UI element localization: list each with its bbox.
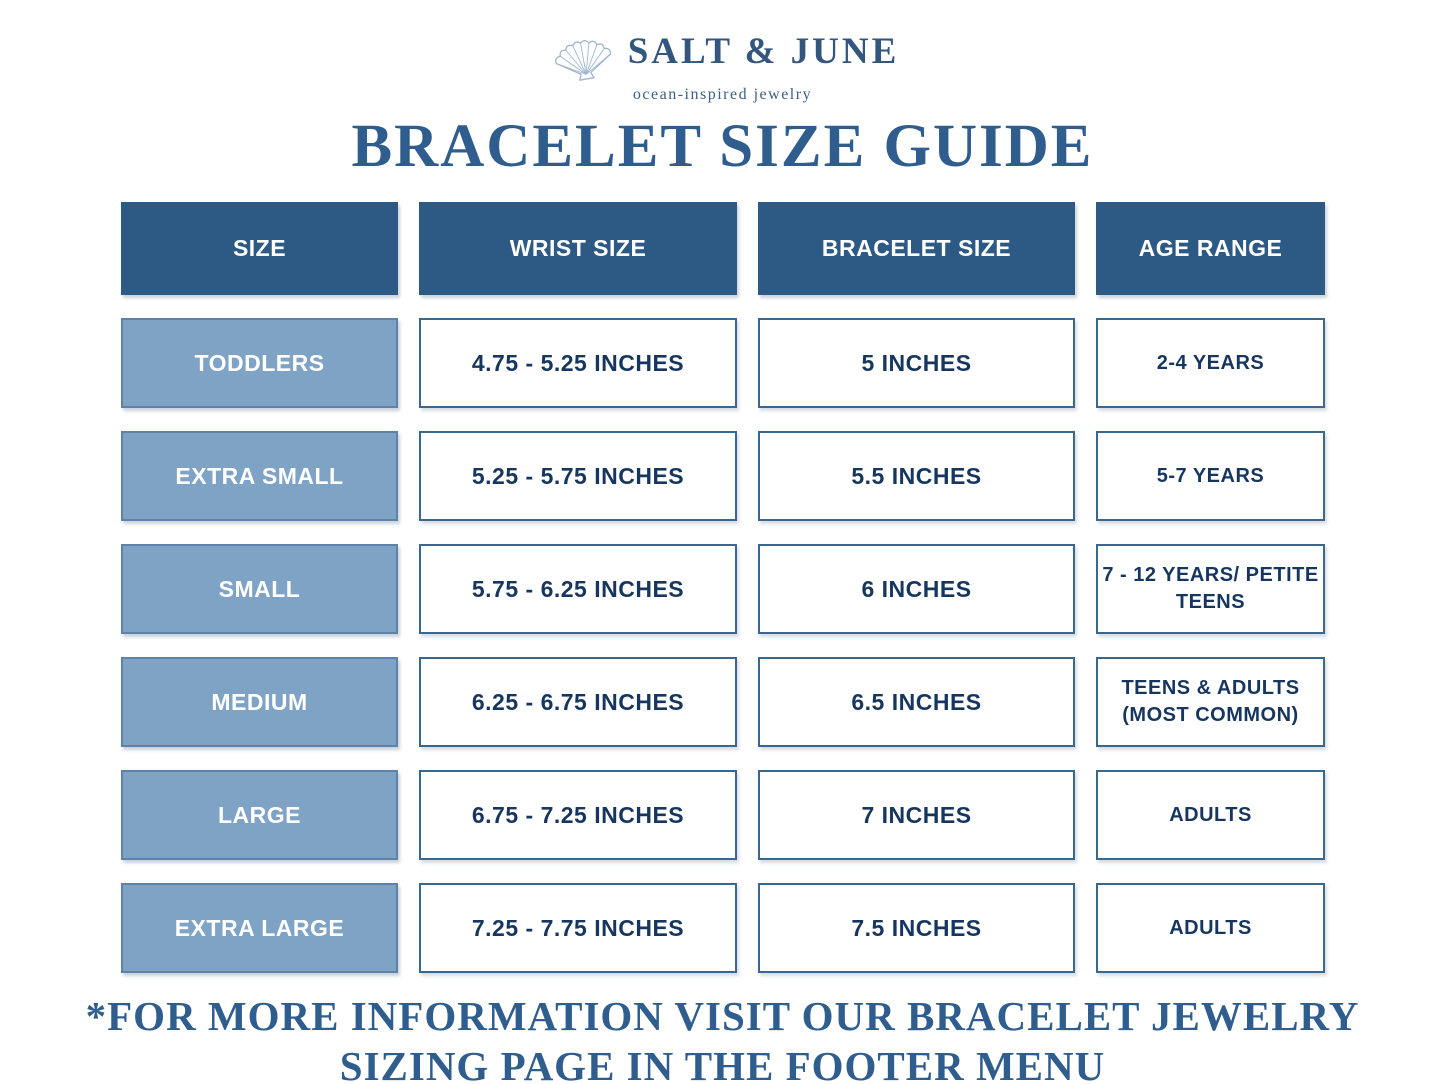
- bracelet-size-value: 5.5 INCHES: [758, 431, 1075, 521]
- age-range-value: 7 - 12 YEARS/ PETITE TEENS: [1096, 544, 1325, 634]
- age-range-value: TEENS & ADULTS (MOST COMMON): [1096, 657, 1325, 747]
- page-title: BRACELET SIZE GUIDE: [351, 113, 1094, 180]
- bracelet-size-value: 6.5 INCHES: [758, 657, 1075, 747]
- size-label-extra-small: EXTRA SMALL: [121, 431, 398, 521]
- age-range-value: 2-4 YEARS: [1096, 318, 1325, 408]
- footnote-line-2: SIZING PAGE IN THE FOOTER MENU: [339, 1043, 1106, 1084]
- column-header-age-range: AGE RANGE: [1096, 202, 1325, 295]
- wrist-size-value: 5.25 - 5.75 INCHES: [419, 431, 737, 521]
- column-header-bracelet-size: BRACELET SIZE: [758, 202, 1075, 295]
- column-header-wrist-size: WRIST SIZE: [419, 202, 737, 295]
- wrist-size-value: 4.75 - 5.25 INCHES: [419, 318, 737, 408]
- wrist-size-value: 6.75 - 7.25 INCHES: [419, 770, 737, 860]
- scallop-shell-icon: [541, 12, 623, 89]
- size-label-large: LARGE: [121, 770, 398, 860]
- wrist-size-value: 6.25 - 6.75 INCHES: [419, 657, 737, 747]
- wrist-size-value: 5.75 - 6.25 INCHES: [419, 544, 737, 634]
- brand-tagline: ocean-inspired jewelry: [632, 86, 813, 103]
- footnote: *FOR MORE INFORMATION VISIT OUR BRACELET…: [0, 991, 1445, 1084]
- bracelet-size-value: 5 INCHES: [758, 318, 1075, 408]
- size-label-small: SMALL: [121, 544, 398, 634]
- size-table: SIZE WRIST SIZE BRACELET SIZE AGE RANGE …: [121, 202, 1325, 973]
- brand-name: SALT & JUNE: [627, 30, 900, 72]
- brand-header: SALT & JUNE ocean-inspired jewelry: [0, 0, 1445, 104]
- bracelet-size-value: 6 INCHES: [758, 544, 1075, 634]
- size-label-toddlers: TODDLERS: [121, 318, 398, 408]
- size-label-extra-large: EXTRA LARGE: [121, 883, 398, 973]
- wrist-size-value: 7.25 - 7.75 INCHES: [419, 883, 737, 973]
- column-header-size: SIZE: [121, 202, 398, 295]
- bracelet-size-value: 7 INCHES: [758, 770, 1075, 860]
- age-range-value: ADULTS: [1096, 770, 1325, 860]
- age-range-value: ADULTS: [1096, 883, 1325, 973]
- age-range-value: 5-7 YEARS: [1096, 431, 1325, 521]
- size-label-medium: MEDIUM: [121, 657, 398, 747]
- bracelet-size-value: 7.5 INCHES: [758, 883, 1075, 973]
- footnote-line-1: *FOR MORE INFORMATION VISIT OUR BRACELET…: [85, 993, 1360, 1039]
